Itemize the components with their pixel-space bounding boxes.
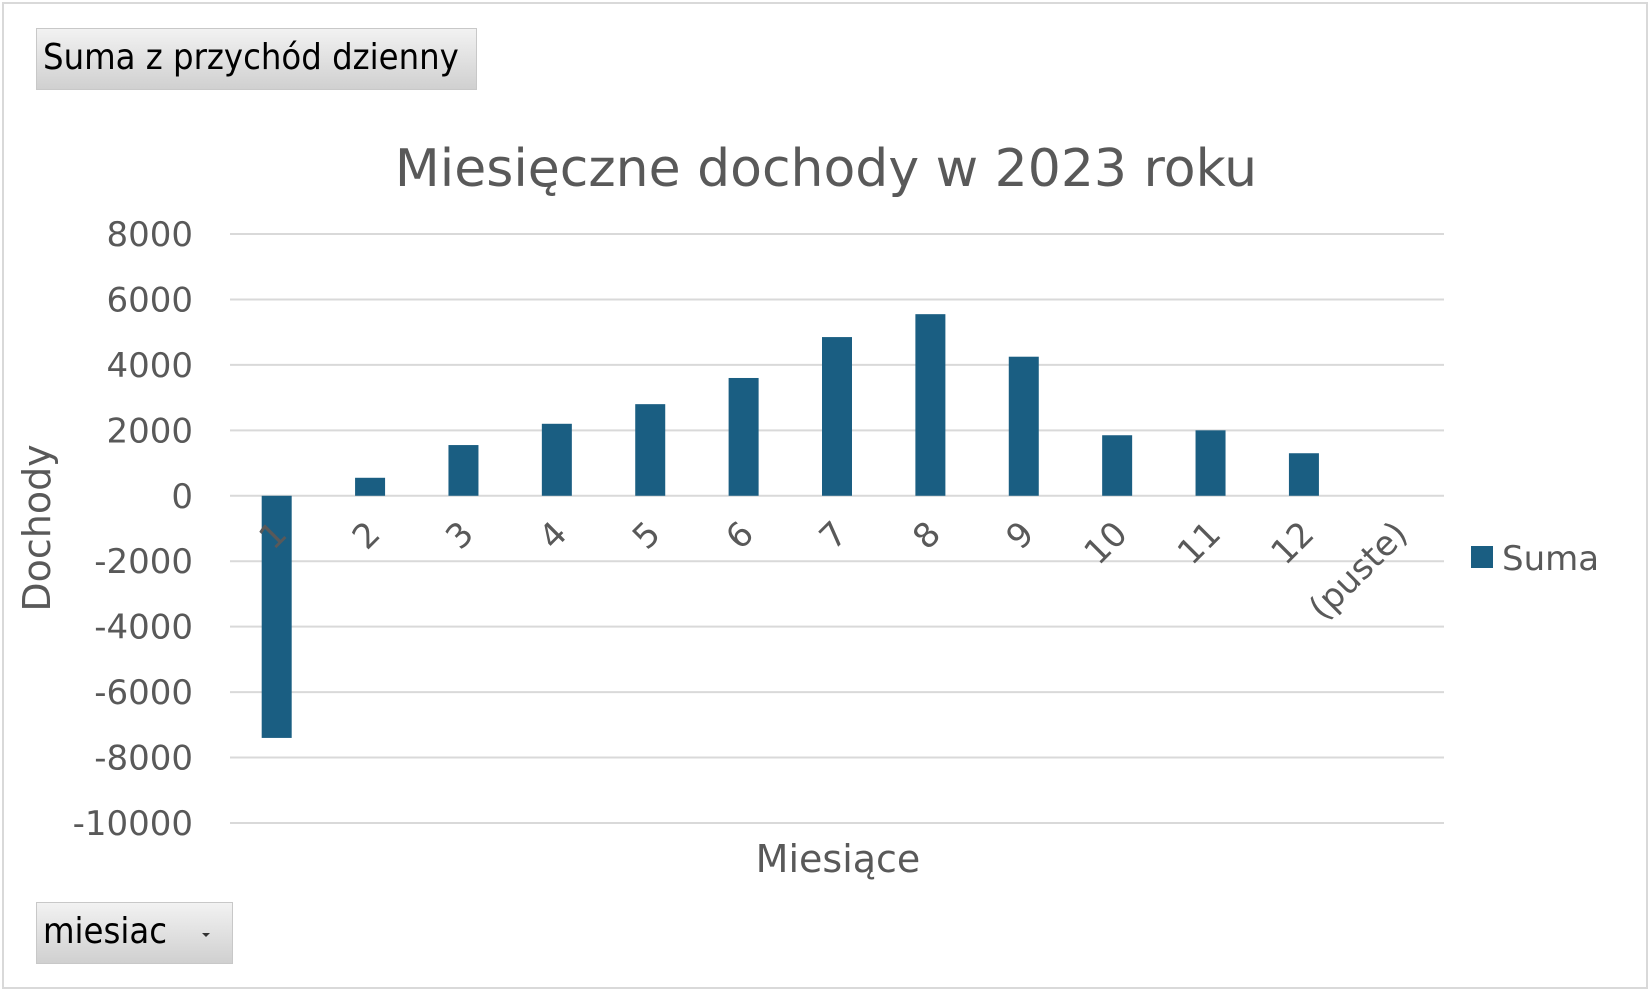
x-axis-tick-labels: 1 2 3 4 5 6 7 8 9 10 11 12(puste) [251,514,1415,628]
bar-10 [1102,435,1133,496]
legend: Suma [1471,539,1599,579]
x-tick-label-6: 7 [812,514,856,558]
value-field-label: Suma z przychód dzienny [43,37,459,78]
legend-swatch-suma [1471,546,1493,568]
x-tick-label-12: (puste) [1301,514,1415,628]
x-tick-label-3: 4 [532,514,576,558]
y-axis-tick-labels: 8000 6000 4000 2000 0 -2000 -4000 -6000 -8000 -10… [73,215,193,844]
x-tick-label-4: 5 [625,514,669,558]
y-tick-label-4: 0 [171,477,193,517]
filter-field-label: miesiac [43,911,168,952]
y-tick-label-0: 8000 [106,215,193,255]
x-tick-label-5: 6 [718,514,762,558]
y-tick-label-8: -8000 [94,739,193,779]
bar-12 [1288,453,1319,496]
x-tick-label-9: 10 [1077,514,1136,573]
chart-title: Miesięczne dochody w 2023 roku [395,139,1257,199]
x-tick-label-1: 2 [345,514,389,558]
y-tick-label-9: -10000 [73,804,193,844]
bar-8 [915,314,946,496]
bar-7 [822,337,852,496]
bars [261,314,1319,738]
x-tick-label-2: 3 [438,514,482,558]
filter-field-button[interactable]: miesiac [36,902,233,964]
y-tick-label-2: 4000 [106,346,193,386]
y-tick-label-1: 6000 [106,280,193,320]
x-axis-label: Miesiące [756,837,921,881]
bar-2 [355,477,386,496]
bar-1 [261,495,292,738]
y-axis-label: Dochody [15,444,59,611]
bar-4 [541,423,572,496]
y-tick-label-6: -4000 [94,608,193,648]
x-tick-label-8: 9 [999,514,1043,558]
x-tick-label-10: 11 [1170,514,1229,573]
x-tick-label-7: 8 [905,514,949,558]
bar-9 [1008,356,1039,496]
y-tick-label-3: 2000 [106,411,193,451]
value-field-button[interactable]: Suma z przychód dzienny [36,28,477,90]
y-tick-label-5: -2000 [94,542,193,582]
legend-label-suma: Suma [1502,539,1599,579]
dropdown-arrow-icon[interactable] [202,933,210,937]
bar-3 [448,445,479,496]
x-tick-label-11: 12 [1263,514,1322,573]
bar-5 [635,404,666,496]
y-tick-label-7: -6000 [94,673,193,713]
bar-11 [1195,430,1226,496]
bar-6 [728,377,759,496]
